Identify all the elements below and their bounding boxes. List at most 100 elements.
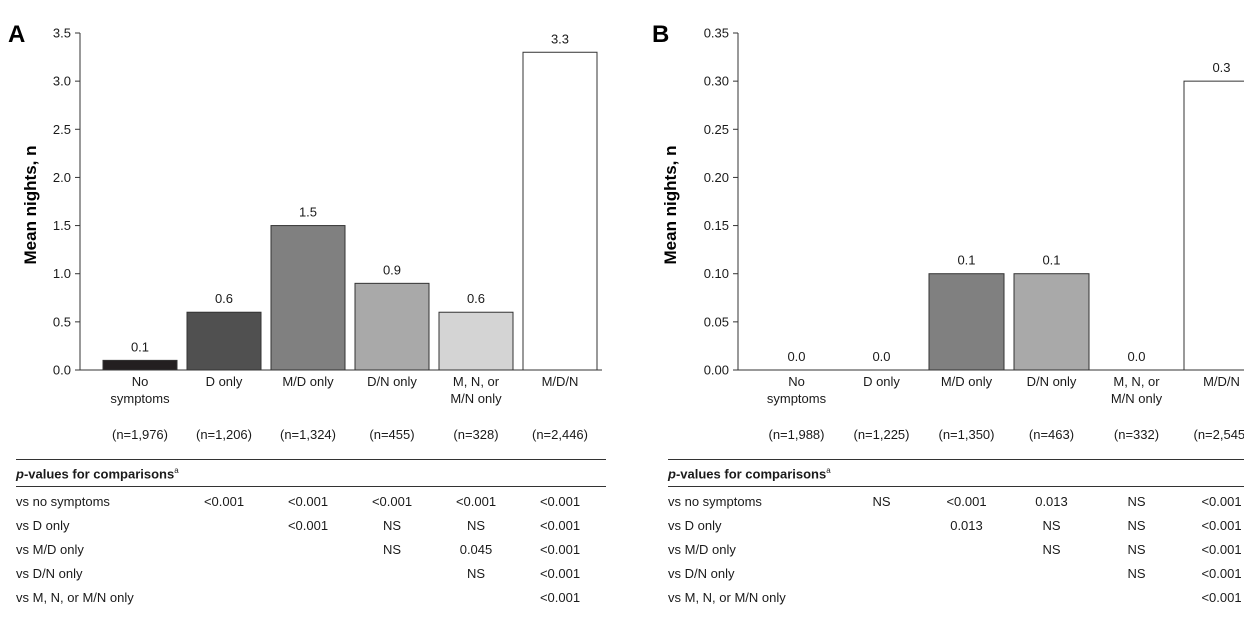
y-tick-label-a: 2.0	[53, 170, 71, 185]
x-tick-label-b: D/N only	[1027, 374, 1077, 389]
panel-letter-b: B	[652, 21, 669, 48]
x-tick-label-a: M/D/N	[542, 374, 579, 389]
bar-a	[102, 359, 178, 371]
pvalue-cell: <0.001	[1201, 590, 1242, 605]
y-tick-label-a: 0.0	[53, 363, 71, 378]
pvalue-row-label: vs D/N only	[16, 566, 83, 581]
x-tick-label-b: D only	[863, 374, 900, 389]
bar-b	[928, 273, 1005, 371]
y-tick-label-b: 0.20	[704, 170, 729, 185]
pvalue-cell: 0.045	[459, 542, 493, 557]
sample-size-label-a: (n=1,206)	[196, 427, 252, 442]
sample-size-label-b: (n=1,988)	[768, 427, 824, 442]
sample-size-label-b: (n=463)	[1029, 427, 1074, 442]
sample-size-label-a: (n=455)	[369, 427, 414, 442]
y-tick-label-b: 0.30	[704, 74, 729, 89]
bar-value-label-b: 0.0	[872, 349, 890, 364]
y-tick-label-b: 0.25	[704, 122, 729, 137]
pvalue-cell: <0.001	[539, 590, 581, 605]
y-tick-label-b: 0.00	[704, 363, 729, 378]
bar-b	[1013, 273, 1090, 371]
bar-value-label-a: 0.1	[131, 339, 149, 354]
pvalue-cell: NS	[1127, 542, 1146, 557]
y-axis-label-b: Mean nights, n	[661, 146, 680, 265]
pvalue-row-label: vs M, N, or M/N only	[668, 590, 786, 605]
x-tick-label-a: M, N, or	[453, 374, 500, 389]
y-tick-label-a: 3.5	[53, 26, 71, 41]
pvalue-row-label: vs D only	[668, 518, 722, 533]
bar-value-label-b: 0.0	[1127, 349, 1145, 364]
panel-letter-a: A	[8, 21, 25, 48]
bar-value-label-b: 0.1	[1042, 253, 1060, 268]
x-tick-label-b: M/N only	[1111, 391, 1163, 406]
x-tick-label-a: symptoms	[110, 391, 170, 406]
table-top-rule	[16, 459, 606, 460]
pvalue-cell: NS	[1042, 518, 1061, 533]
table-top-rule	[668, 459, 1244, 460]
y-axis-label-a: Mean nights, n	[21, 146, 40, 265]
pvalue-cell: <0.001	[1201, 566, 1242, 581]
y-tick-label-a: 3.0	[53, 74, 71, 89]
x-tick-label-b: M, N, or	[1113, 374, 1160, 389]
y-tick-label-b: 0.35	[704, 26, 729, 41]
x-tick-label-a: D only	[206, 374, 243, 389]
x-tick-label-a: D/N only	[367, 374, 417, 389]
pvalue-cell: 0.013	[950, 518, 983, 533]
pvalue-row-label: vs no symptoms	[16, 494, 110, 509]
sample-size-label-a: (n=1,324)	[280, 427, 336, 442]
sample-size-label-b: (n=332)	[1114, 427, 1159, 442]
pvalue-cell: NS	[872, 494, 891, 509]
y-tick-label-b: 0.05	[704, 314, 729, 329]
sample-size-label-a: (n=2,446)	[532, 427, 588, 442]
pvalue-cell: <0.001	[539, 494, 581, 509]
y-tick-label-a: 0.5	[53, 314, 71, 329]
bar-chart-b: B Mean nights, n 0.00 0.05 0.10 0.15 0.20 0.2…	[652, 21, 1244, 442]
y-tick-label-b: 0.15	[704, 218, 729, 233]
pvalue-cell: NS	[466, 518, 486, 533]
pvalue-cell: NS	[382, 542, 402, 557]
pvalue-cell: <0.001	[539, 518, 581, 533]
table-header-rule	[16, 486, 606, 487]
sample-size-label-b: (n=2,545)	[1193, 427, 1244, 442]
pvalue-cell: <0.001	[1201, 542, 1242, 557]
x-tick-label-b: No	[788, 374, 805, 389]
pvalue-cell: <0.001	[287, 494, 329, 509]
table-header-rule	[668, 486, 1244, 487]
pvalue-cell: <0.001	[539, 566, 581, 581]
x-tick-label-b: M/D/N	[1203, 374, 1240, 389]
pvalue-cell: NS	[1127, 518, 1146, 533]
x-tick-label-a: M/D only	[282, 374, 334, 389]
pvalue-cell: <0.001	[203, 494, 245, 509]
y-tick-label-b: 0.10	[704, 266, 729, 281]
pvalue-row-label: vs M/D only	[16, 542, 84, 557]
sample-size-label-b: (n=1,225)	[853, 427, 909, 442]
x-tick-label-b: M/D only	[941, 374, 993, 389]
bar-chart-a: A Mean nights, n 0.0 0.5 1.0 1.5 2.0 2.5 3.0 3.…	[8, 21, 602, 442]
pvalue-cell: <0.001	[455, 494, 497, 509]
bar-value-label-a: 1.5	[299, 205, 317, 220]
bar-b	[1183, 80, 1244, 371]
sample-size-label-a: (n=328)	[453, 427, 498, 442]
pvalue-cell: NS	[1042, 542, 1061, 557]
bar-value-label-a: 3.3	[551, 31, 569, 46]
panel-a: A Mean nights, n 0.0 0.5 1.0 1.5 2.0 2.5 3.0 3.…	[8, 21, 606, 605]
y-tick-label-a: 1.0	[53, 266, 71, 281]
x-tick-label-a: M/N only	[450, 391, 502, 406]
y-tick-label-a: 2.5	[53, 122, 71, 137]
sample-size-label-a: (n=1,976)	[112, 427, 168, 442]
pvalue-cell: <0.001	[371, 494, 413, 509]
bar-value-label-a: 0.6	[467, 291, 485, 306]
bar-a	[270, 225, 346, 371]
bar-value-label-b: 0.3	[1212, 60, 1230, 75]
sample-size-label-b: (n=1,350)	[938, 427, 994, 442]
pvalue-table-header: p-values for comparisonsa	[668, 466, 831, 482]
x-tick-label-b: symptoms	[767, 391, 827, 406]
bar-a	[522, 51, 598, 371]
pvalue-cell: <0.001	[539, 542, 581, 557]
pvalue-cell: NS	[1127, 566, 1146, 581]
pvalue-cell: NS	[1127, 494, 1146, 509]
bar-value-label-b: 0.1	[957, 253, 975, 268]
pvalue-cell: NS	[382, 518, 402, 533]
bar-a	[438, 311, 514, 371]
pvalue-cell: <0.001	[1201, 494, 1242, 509]
